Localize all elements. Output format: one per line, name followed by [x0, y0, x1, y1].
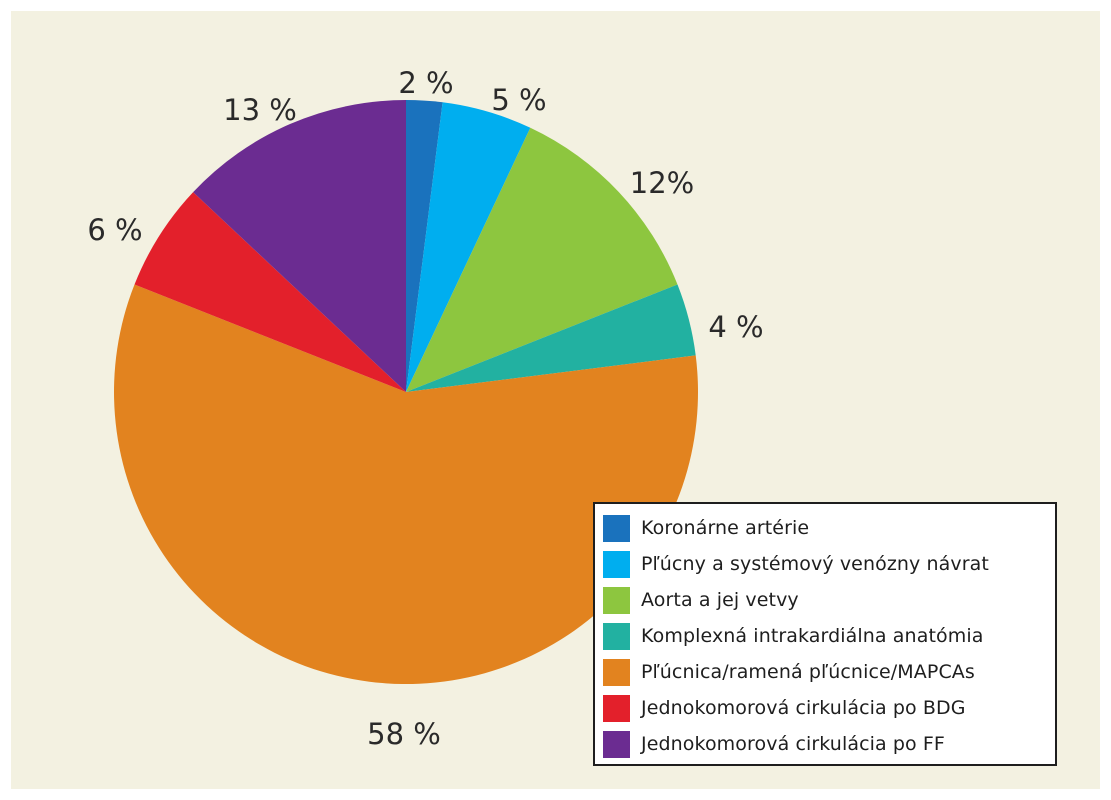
legend-item: Komplexná intrakardiálna anatómia — [603, 618, 1047, 654]
pie-slice — [406, 284, 696, 392]
legend-swatch — [603, 514, 630, 542]
pie-slice — [406, 127, 678, 392]
legend-item: Pľúcnica/ramená pľúcnice/MAPCAs — [603, 654, 1047, 690]
legend-label: Pľúcny a systémový venózny návrat — [641, 553, 989, 575]
legend-item: Jednokomorová cirkulácia po FF — [603, 726, 1047, 762]
legend-swatch — [603, 586, 630, 614]
legend-label: Pľúcnica/ramená pľúcnice/MAPCAs — [641, 661, 975, 683]
legend-swatch — [603, 694, 630, 722]
legend-label: Jednokomorová cirkulácia po FF — [641, 733, 945, 755]
legend-label: Komplexná intrakardiálna anatómia — [641, 625, 984, 647]
slice-value-label: 4 % — [708, 310, 763, 344]
slice-value-label: 6 % — [87, 213, 142, 247]
pie-slices — [114, 99, 699, 685]
slice-value-label: 58 % — [367, 717, 441, 751]
pie-slice — [406, 102, 531, 393]
pie-slice — [406, 99, 443, 392]
legend-label: Jednokomorová cirkulácia po BDG — [641, 697, 966, 719]
legend-swatch — [603, 658, 630, 686]
slice-value-label: 12% — [630, 166, 694, 200]
pie-slice — [134, 192, 406, 392]
legend-item: Pľúcny a systémový venózny návrat — [603, 546, 1047, 582]
slice-value-label: 5 % — [491, 83, 546, 117]
legend: Koronárne artérie Pľúcny a systémový venó… — [593, 502, 1057, 766]
legend-label: Koronárne artérie — [641, 517, 810, 539]
slice-value-labels: 2 % 5 % 12% 4 % 58 % 6 % 13 % — [87, 66, 763, 751]
pie-slice — [114, 284, 699, 685]
pie-slice — [193, 100, 406, 392]
slice-value-label: 13 % — [223, 93, 297, 127]
legend-label: Aorta a jej vetvy — [641, 589, 799, 611]
legend-item: Aorta a jej vetvy — [603, 582, 1047, 618]
legend-item: Jednokomorová cirkulácia po BDG — [603, 690, 1047, 726]
legend-swatch — [603, 730, 630, 758]
slice-value-label: 2 % — [398, 66, 453, 100]
legend-item: Koronárne artérie — [603, 510, 1047, 546]
legend-swatch — [603, 622, 630, 650]
legend-swatch — [603, 550, 630, 578]
